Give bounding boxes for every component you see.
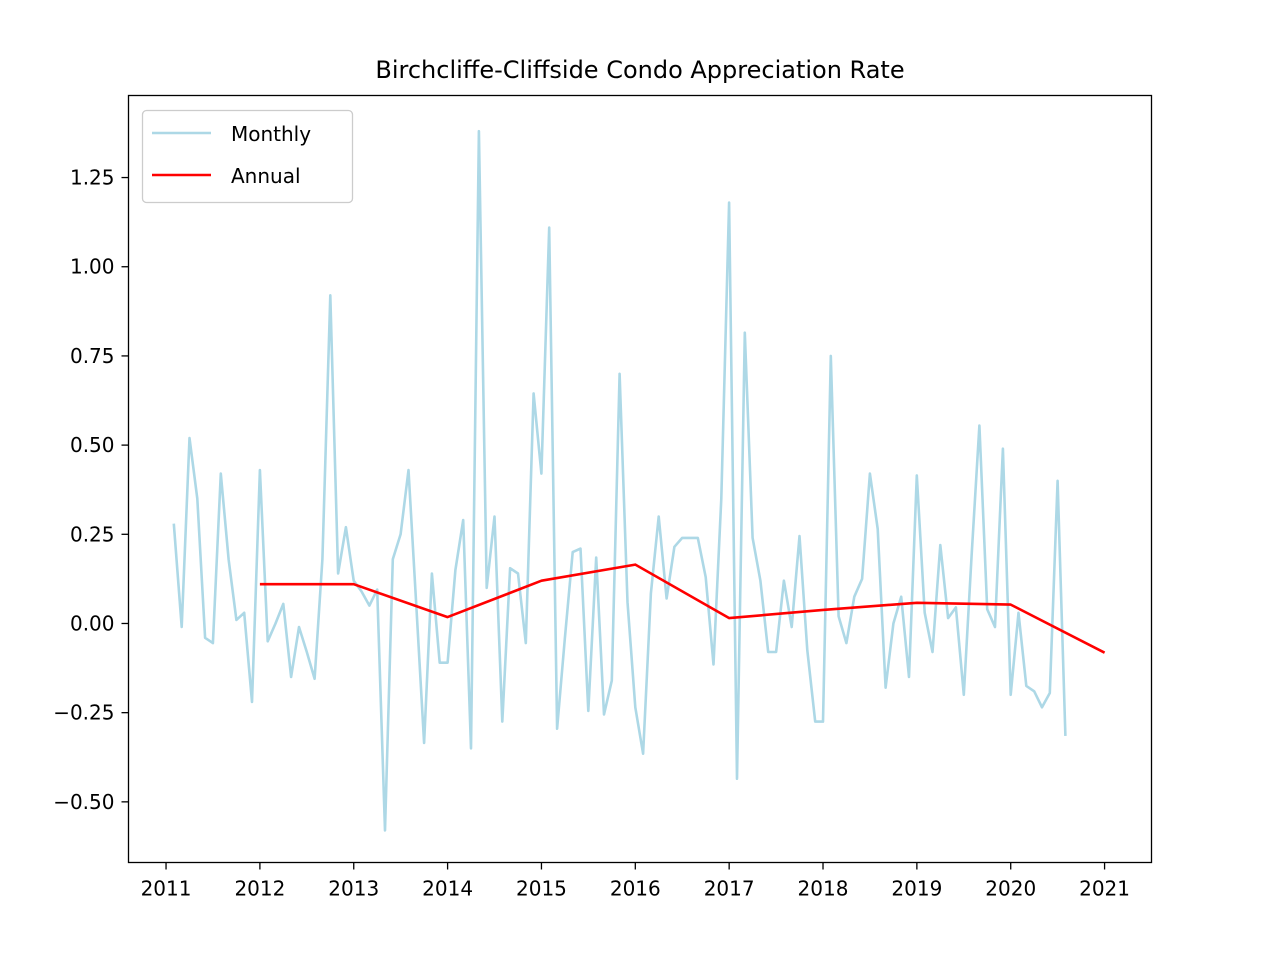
x-tick-label: 2013 bbox=[328, 877, 379, 901]
chart-title: Birchcliffe-Cliffside Condo Appreciation… bbox=[375, 56, 904, 84]
axes-frame bbox=[127, 94, 1153, 864]
y-tick-label: 0.25 bbox=[70, 522, 115, 546]
plot-area bbox=[172, 129, 1106, 832]
x-tick-label: 2011 bbox=[141, 877, 192, 901]
x-tick-label: 2021 bbox=[1079, 877, 1130, 901]
x-tick-label: 2014 bbox=[422, 877, 473, 901]
x-tick-label: 2018 bbox=[798, 877, 849, 901]
y-tick-label: 0.75 bbox=[70, 344, 115, 368]
y-tick-label: −0.25 bbox=[53, 701, 114, 725]
x-tick-label: 2012 bbox=[234, 877, 285, 901]
series-line-annual bbox=[259, 563, 1106, 654]
legend-label-annual: Annual bbox=[231, 164, 301, 188]
x-tick-label: 2017 bbox=[704, 877, 755, 901]
y-tick-label: 1.00 bbox=[70, 255, 115, 279]
x-tick-label: 2019 bbox=[891, 877, 942, 901]
y-tick-label: −0.50 bbox=[53, 790, 114, 814]
series-line-monthly bbox=[172, 129, 1067, 832]
y-axis: −0.50 −0.25 0.00 0.25 0.50 0.75 1.00 1.25 bbox=[53, 166, 129, 814]
legend: Monthly Annual bbox=[141, 109, 354, 204]
y-tick-label: 0.00 bbox=[70, 611, 115, 635]
x-tick-label: 2015 bbox=[516, 877, 567, 901]
y-tick-label: 1.25 bbox=[70, 166, 115, 190]
legend-label-monthly: Monthly bbox=[231, 122, 311, 146]
x-axis: 2011 2012 2013 2014 2015 2016 2017 2018 2019 2020… bbox=[141, 862, 1130, 901]
x-tick-label: 2016 bbox=[610, 877, 661, 901]
y-tick-label: 0.50 bbox=[70, 433, 115, 457]
x-tick-label: 2020 bbox=[985, 877, 1036, 901]
